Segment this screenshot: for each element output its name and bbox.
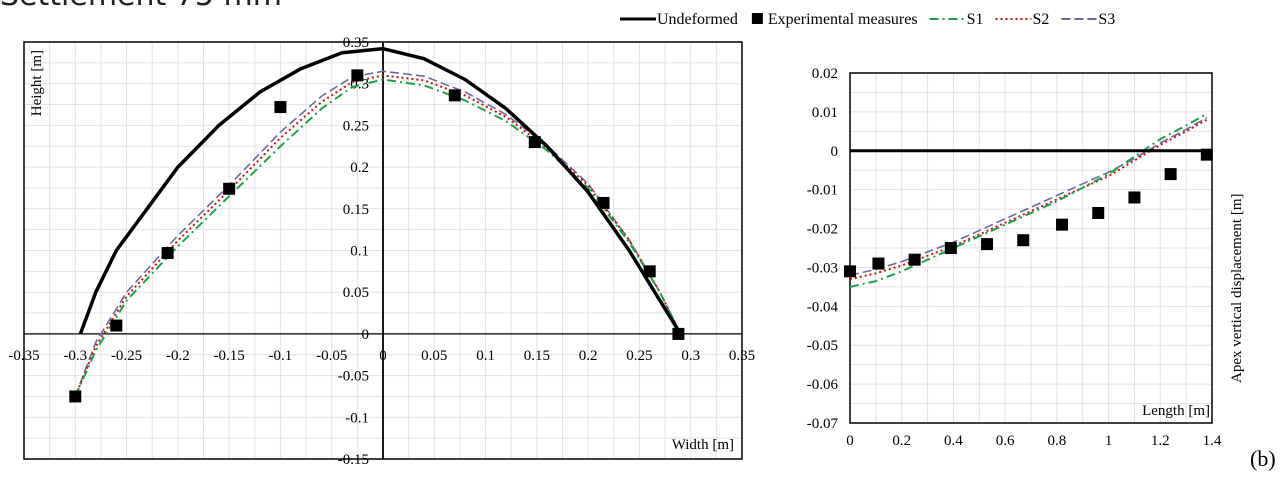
x-tick-label: 0.4 xyxy=(944,433,963,449)
legend-item: Experimental measures xyxy=(751,11,918,28)
x-tick-label: -0.05 xyxy=(316,348,347,364)
chart-title: Settlement 75 mm xyxy=(0,0,282,13)
legend-label: Experimental measures xyxy=(768,11,918,28)
x-tick-label: -0.25 xyxy=(111,348,142,364)
series-line-s2 xyxy=(74,74,682,397)
legend-label: S2 xyxy=(1032,11,1049,28)
x-tick-label: 0.25 xyxy=(626,348,652,364)
x-tick-label: 0.15 xyxy=(524,348,550,364)
x-tick-label: -0.35 xyxy=(8,348,39,364)
x-tick-label: -0.15 xyxy=(214,348,245,364)
x-tick-label: 0 xyxy=(846,433,854,449)
data-point-experimental xyxy=(1128,191,1141,204)
series-line-s3 xyxy=(849,117,1208,276)
legend-item: S3 xyxy=(1061,11,1115,28)
data-point-experimental xyxy=(844,265,856,278)
y-tick-label: 0 xyxy=(831,144,839,160)
data-point-experimental xyxy=(1056,218,1069,231)
y-tick-label: -0.05 xyxy=(338,369,369,385)
data-point-experimental xyxy=(1200,148,1213,161)
data-point-experimental xyxy=(528,136,541,149)
y-tick-label: 0.1 xyxy=(350,244,369,260)
x-tick-label: 0.1 xyxy=(476,348,495,364)
x-tick-label: 0 xyxy=(379,348,387,364)
y-tick-label: -0.15 xyxy=(338,452,369,468)
x-tick-label: 1 xyxy=(1105,433,1113,449)
x-tick-label: 0.05 xyxy=(421,348,447,364)
data-point-experimental xyxy=(672,327,685,340)
data-point-experimental xyxy=(110,319,123,332)
legend-item: S1 xyxy=(929,11,984,28)
y-tick-label: 0.01 xyxy=(812,105,838,121)
legend-label: S1 xyxy=(967,11,984,28)
x-tick-label: -0.3 xyxy=(63,348,87,364)
y-axis-label: Apex vertical displacement [m] xyxy=(1229,193,1245,383)
legend-item: S2 xyxy=(995,11,1049,28)
y-tick-label: -0.04 xyxy=(807,299,839,315)
x-tick-label: 1.2 xyxy=(1151,433,1170,449)
x-tick-label: -0.2 xyxy=(166,348,190,364)
data-point-experimental xyxy=(161,247,174,260)
data-point-experimental xyxy=(274,101,287,114)
series-line-undeformed xyxy=(78,46,682,335)
y-tick-label: 0.35 xyxy=(343,35,369,51)
y-tick-label: -0.01 xyxy=(807,183,838,199)
legend: Undeformed Experimental measures S1 S2 S3 xyxy=(620,11,1115,28)
data-point-experimental xyxy=(69,390,82,403)
data-point-experimental xyxy=(908,253,921,266)
data-point-experimental xyxy=(872,257,885,270)
x-axis-label: Width [m] xyxy=(672,437,734,453)
y-tick-label: -0.03 xyxy=(807,260,838,276)
x-tick-label: 0.35 xyxy=(729,348,755,364)
y-tick-label: -0.07 xyxy=(807,416,839,432)
x-tick-label: -0.1 xyxy=(269,348,293,364)
x-tick-label: 0.2 xyxy=(892,433,911,449)
chart-b: 0 0.2 0.4 0.6 0.8 1 1.2 1.4 -0.07 -0.06 -0.05 -0.04… xyxy=(807,66,1245,449)
x-axis-label: Length [m] xyxy=(1142,403,1210,419)
legend-item: Undeformed xyxy=(620,11,738,28)
plot-frame xyxy=(849,72,1213,424)
legend-label: Undeformed xyxy=(657,11,738,28)
y-tick-label: 0 xyxy=(362,327,370,343)
y-tick-label: 0.02 xyxy=(812,66,838,82)
y-tick-label: -0.02 xyxy=(807,222,838,238)
data-point-experimental xyxy=(351,69,364,82)
legend-marker-square xyxy=(751,13,763,24)
y-tick-label: 0.15 xyxy=(343,202,369,218)
y-axis-label: Height [m] xyxy=(29,50,45,116)
data-point-experimental xyxy=(448,89,461,102)
y-tick-label: -0.06 xyxy=(807,377,839,393)
data-point-experimental xyxy=(1092,207,1105,219)
data-point-experimental xyxy=(944,242,957,254)
panel-label: (b) xyxy=(1250,446,1276,471)
y-tick-label: -0.1 xyxy=(345,410,369,426)
data-point-experimental xyxy=(223,182,236,195)
data-point-experimental xyxy=(1017,234,1030,247)
x-tick-label: 0.3 xyxy=(681,348,700,364)
legend-label: S3 xyxy=(1098,11,1115,28)
y-tick-label: 0.2 xyxy=(350,160,369,176)
x-tick-label: 1.4 xyxy=(1203,433,1222,449)
chart-a: -0.35 -0.3 -0.25 -0.2 -0.15 -0.1 -0.05 0 0.05 0.1… xyxy=(8,35,755,468)
x-tick-label: 0.8 xyxy=(1047,433,1066,449)
data-point-experimental xyxy=(981,238,994,251)
data-point-experimental xyxy=(1164,168,1177,181)
x-tick-label: 0.6 xyxy=(996,433,1015,449)
y-tick-label: -0.05 xyxy=(807,338,838,354)
x-tick-label: 0.2 xyxy=(579,348,598,364)
data-point-experimental xyxy=(643,265,656,278)
y-tick-label: 0.05 xyxy=(343,285,369,301)
y-tick-label: 0.25 xyxy=(343,118,369,134)
data-point-experimental xyxy=(597,196,610,209)
series-line-s1 xyxy=(849,112,1208,288)
